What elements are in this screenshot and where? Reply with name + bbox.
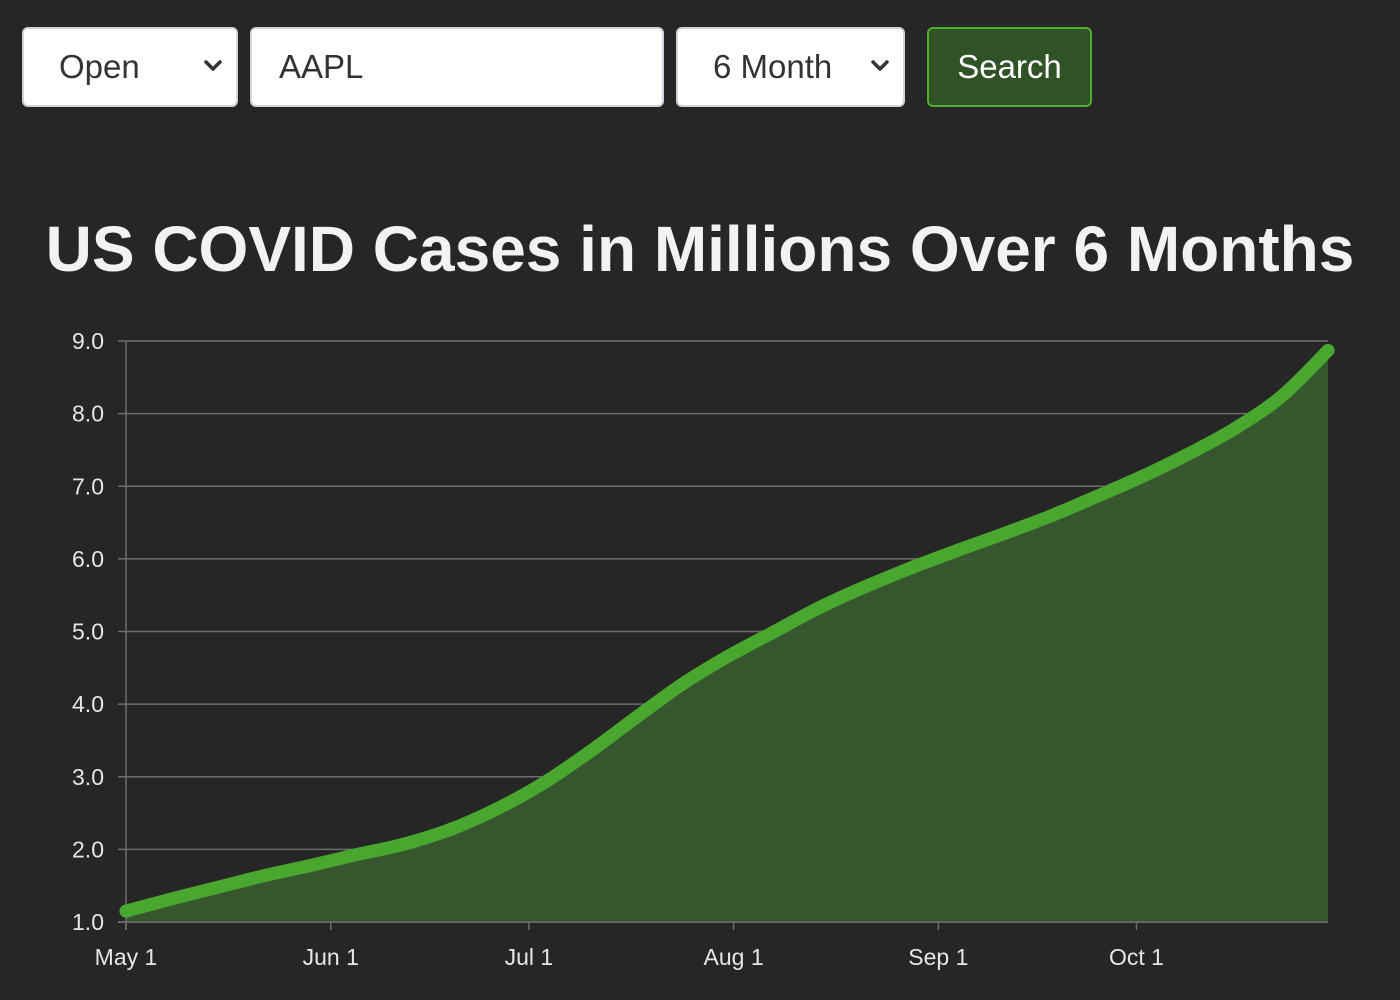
x-tick-label: Jun 1 <box>303 944 359 970</box>
data-point <box>905 561 919 575</box>
range-select[interactable]: 6 Month <box>676 27 905 107</box>
field-select[interactable]: Open <box>22 27 238 107</box>
data-point <box>1321 343 1335 357</box>
ticker-input[interactable]: AAPL <box>250 27 664 107</box>
y-tick-label: 5.0 <box>72 619 104 645</box>
data-point <box>951 543 965 557</box>
ticker-input-value: AAPL <box>279 48 364 85</box>
data-point <box>628 712 642 726</box>
x-tick-label: May 1 <box>95 944 158 970</box>
data-point <box>211 880 225 894</box>
x-tick-label: Aug 1 <box>704 944 764 970</box>
x-tick-label: Oct 1 <box>1109 944 1164 970</box>
data-point <box>119 904 133 918</box>
chevron-down-icon <box>204 60 222 71</box>
area-fill <box>126 350 1328 922</box>
data-point <box>1090 489 1104 503</box>
data-point <box>165 892 179 906</box>
chart-title: US COVID Cases in Millions Over 6 Months <box>45 213 1355 285</box>
data-point <box>720 650 734 664</box>
data-point <box>997 526 1011 540</box>
data-point <box>489 802 503 816</box>
data-point <box>674 678 688 692</box>
y-tick-label: 7.0 <box>72 473 104 499</box>
data-point <box>396 837 410 851</box>
x-tick-label: Jul 1 <box>505 944 554 970</box>
data-point <box>443 823 457 837</box>
y-tick-label: 4.0 <box>72 691 104 717</box>
y-tick-label: 1.0 <box>72 909 104 935</box>
y-tick-label: 3.0 <box>72 764 104 790</box>
toolbar: Open AAPL 6 Month Search <box>0 0 1400 110</box>
data-point <box>258 869 272 883</box>
data-point <box>1136 469 1150 483</box>
y-tick-label: 2.0 <box>72 836 104 862</box>
data-point <box>766 625 780 639</box>
data-point <box>859 579 873 593</box>
data-point <box>1275 389 1289 403</box>
data-point <box>1229 421 1243 435</box>
y-tick-label: 8.0 <box>72 401 104 427</box>
data-point <box>812 601 826 615</box>
x-tick-label: Sep 1 <box>908 944 968 970</box>
axes <box>118 341 1328 930</box>
range-select-value: 6 Month <box>713 48 833 85</box>
data-point <box>535 777 549 791</box>
y-tick-label: 6.0 <box>72 546 104 572</box>
y-tick-labels: 1.0 2.0 3.0 4.0 5.0 6.0 7.0 8.0 9.0 <box>72 328 104 935</box>
data-points <box>119 343 1335 918</box>
data-point <box>581 746 595 760</box>
data-point <box>1182 447 1196 461</box>
field-select-value: Open <box>59 48 140 85</box>
search-button[interactable]: Search <box>927 27 1092 107</box>
chevron-down-icon <box>871 60 889 71</box>
x-tick-labels: May 1 Jun 1 Jul 1 Aug 1 Sep 1 Oct 1 <box>95 944 1164 970</box>
data-point <box>1044 509 1058 523</box>
data-point <box>304 858 318 872</box>
data-point <box>350 847 364 861</box>
y-tick-label: 9.0 <box>72 328 104 354</box>
